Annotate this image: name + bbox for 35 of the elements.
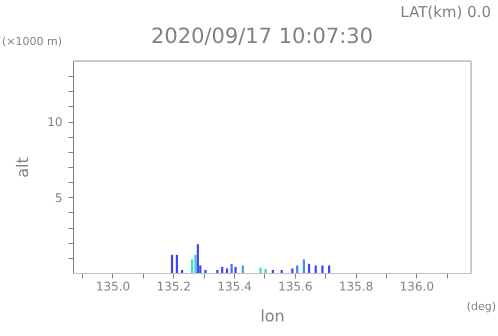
bar xyxy=(259,268,262,273)
y-tick-label: 5 xyxy=(54,190,62,205)
text: (×1000 m) xyxy=(2,35,62,48)
bar xyxy=(230,264,233,273)
bar xyxy=(196,244,199,273)
y-axis-title: alt xyxy=(13,157,32,178)
bar xyxy=(321,265,324,273)
bar xyxy=(170,254,174,273)
bar xyxy=(264,269,267,273)
bar xyxy=(194,254,197,273)
bar xyxy=(291,268,294,273)
y-tick-label: 10 xyxy=(47,115,62,130)
bar xyxy=(234,266,237,273)
bar xyxy=(242,265,244,273)
bar xyxy=(190,259,194,273)
bar xyxy=(314,265,317,273)
x-tick-label: 135.0 xyxy=(96,280,130,294)
x-tick-label: 136.0 xyxy=(400,280,434,294)
bar xyxy=(302,259,305,273)
bar xyxy=(296,265,298,273)
bar xyxy=(308,264,310,273)
x-tick-label: 135.6 xyxy=(278,280,312,294)
x-tick-label: 135.2 xyxy=(156,280,191,294)
bar xyxy=(226,268,228,273)
text: (deg) xyxy=(466,300,496,313)
bar xyxy=(176,254,178,273)
chart-title: 2020/09/17 10:07:30 xyxy=(150,24,374,48)
bar xyxy=(328,265,330,273)
x-axis-title: lon xyxy=(260,306,285,326)
x-tick-label: 135.4 xyxy=(217,280,252,294)
bar xyxy=(216,270,218,273)
text: LAT(km) 0.0 xyxy=(400,3,491,21)
x-tick-label: 135.8 xyxy=(338,280,374,294)
bar xyxy=(221,266,224,273)
bar xyxy=(280,270,283,273)
